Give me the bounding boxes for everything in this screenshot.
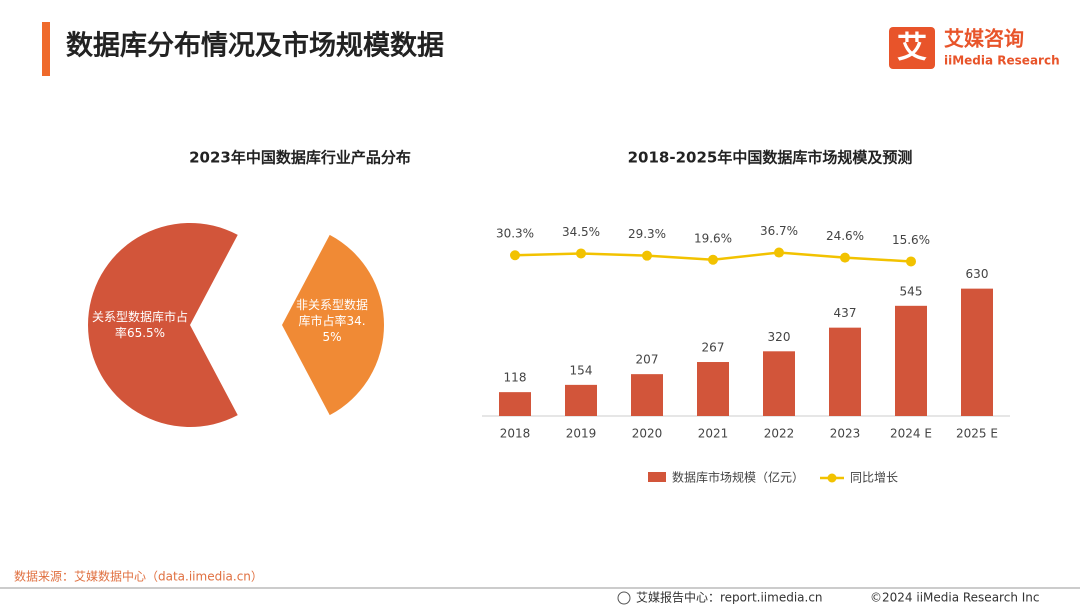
- legend-label: 数据库市场规模（亿元）: [672, 470, 804, 485]
- x-tick-label: 2019: [566, 427, 597, 441]
- x-tick-label: 2018: [500, 427, 531, 441]
- x-tick-label: 2022: [764, 427, 795, 441]
- slice-value: 34.5%: [322, 314, 366, 344]
- logo-box: [889, 27, 935, 69]
- source: 数据来源：艾媒数据中心（data.iimedia.cn）: [14, 569, 263, 584]
- pie-slice: [87, 223, 238, 428]
- legend-label: 同比增长: [850, 471, 898, 485]
- x-tick-label: 2020: [632, 427, 663, 441]
- x-tick-label: 2025 E: [956, 427, 998, 441]
- bar-value-label: 154: [570, 363, 593, 377]
- slice-name: 关系型数据库市占率: [91, 310, 188, 340]
- slice-label: 非关系型数据库市占率34.5%: [294, 297, 370, 345]
- bar-value-label: 630: [966, 267, 989, 281]
- line-value-label: 36.7%: [760, 224, 798, 238]
- chart-title: 2018-2025年中国数据库市场规模及预测: [628, 149, 913, 167]
- x-tick-label: 2024 E: [890, 427, 932, 441]
- pie-slice: [282, 234, 385, 416]
- line-marker: [840, 252, 850, 263]
- bar: [499, 392, 531, 416]
- bar-value-label: 545: [900, 284, 923, 298]
- logo-name: 艾媒咨询: [944, 27, 1024, 51]
- line-value-label: 30.3%: [496, 227, 534, 241]
- bar-value-label: 320: [768, 330, 791, 344]
- line-marker: [642, 250, 652, 261]
- line-value-label: 29.3%: [628, 227, 666, 241]
- copyright: ©2024 iiMedia Research Inc: [870, 591, 1039, 605]
- line-marker: [510, 250, 520, 261]
- bar-value-label: 207: [636, 353, 659, 367]
- report-site: 艾媒报告中心：report.iimedia.cn: [636, 590, 823, 605]
- logo-mark: 艾: [897, 31, 927, 66]
- bar: [895, 305, 927, 416]
- x-tick-label: 2021: [698, 427, 729, 441]
- page-title: 数据库分布情况及市场规模数据: [66, 30, 444, 62]
- x-tick-label: 2023: [830, 427, 861, 441]
- bar-value-label: 118: [504, 371, 527, 385]
- logo-sub: iiMedia Research: [944, 54, 1060, 68]
- title-accent: [42, 22, 50, 76]
- bar: [961, 288, 993, 416]
- line-marker: [576, 248, 586, 259]
- line-value-label: 19.6%: [694, 231, 732, 245]
- bar: [631, 374, 663, 416]
- line-marker: [774, 247, 784, 258]
- line-marker: [906, 256, 916, 267]
- legend-swatch: [648, 472, 666, 482]
- line-marker: [708, 254, 718, 265]
- line-value-label: 34.5%: [562, 225, 600, 239]
- slice-value: 65.5%: [126, 326, 166, 340]
- line-value-label: 15.6%: [892, 233, 930, 247]
- bar: [763, 351, 795, 416]
- legend-swatch: [827, 473, 837, 483]
- globe-icon: [617, 591, 631, 605]
- bar: [829, 327, 861, 416]
- slice-name: 非关系型数据库市占率: [295, 298, 368, 328]
- bar-value-label: 267: [702, 341, 725, 355]
- bar: [565, 384, 597, 416]
- bar-value-label: 437: [834, 306, 857, 320]
- bar: [697, 362, 729, 416]
- line-value-label: 24.6%: [826, 229, 864, 243]
- slice-label: 关系型数据库市占率65.5%: [88, 309, 192, 341]
- chart-title: 2023年中国数据库行业产品分布: [189, 149, 411, 167]
